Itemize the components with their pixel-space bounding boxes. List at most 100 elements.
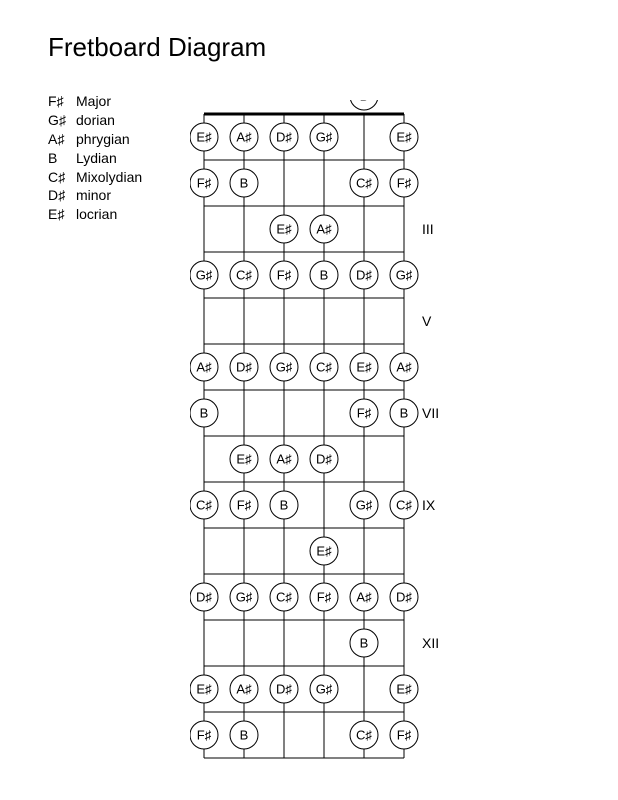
note-label: A♯ <box>236 130 251 145</box>
note-label: E♯ <box>196 130 211 145</box>
legend-root: E♯ <box>48 205 76 224</box>
note-marker: F♯ <box>190 169 218 197</box>
note-marker: E♯ <box>190 123 218 151</box>
note-marker: G♯ <box>310 123 338 151</box>
note-label: G♯ <box>356 498 373 513</box>
note-label: E♯ <box>316 544 331 559</box>
note-marker: F♯ <box>310 583 338 611</box>
note-label: E♯ <box>356 360 371 375</box>
note-marker: B <box>390 399 418 427</box>
note-marker: C♯ <box>270 583 298 611</box>
legend-root: F♯ <box>48 92 76 111</box>
note-label: B <box>320 268 329 283</box>
legend-row: D♯minor <box>48 186 142 205</box>
note-label: C♯ <box>236 268 252 283</box>
note-label: D♯ <box>396 590 412 605</box>
note-marker: G♯ <box>270 353 298 381</box>
legend-mode: Major <box>76 92 111 111</box>
note-label: F♯ <box>197 176 211 191</box>
note-label: D♯ <box>276 682 292 697</box>
note-marker: C♯ <box>350 721 378 749</box>
legend-row: BLydian <box>48 149 142 168</box>
note-label: A♯ <box>356 590 371 605</box>
note-label: G♯ <box>396 268 413 283</box>
note-label: B <box>240 728 249 743</box>
legend-root: B <box>48 149 76 168</box>
note-marker: F♯ <box>390 169 418 197</box>
legend-row: E♯locrian <box>48 205 142 224</box>
fret-position-label: IX <box>422 497 436 513</box>
note-marker: E♯ <box>230 445 258 473</box>
note-marker: B <box>310 261 338 289</box>
legend-mode: Lydian <box>76 149 117 168</box>
note-marker: E♯ <box>350 353 378 381</box>
note-label: C♯ <box>276 590 292 605</box>
note-label: D♯ <box>316 452 332 467</box>
note-label: D♯ <box>356 268 372 283</box>
note-label: G♯ <box>196 268 213 283</box>
legend-row: F♯Major <box>48 92 142 111</box>
note-label: F♯ <box>317 590 331 605</box>
fretboard-diagram: IIIVVIIIXXIIBE♯A♯D♯G♯E♯F♯BC♯F♯E♯A♯G♯C♯F♯… <box>190 100 468 795</box>
note-marker: E♯ <box>390 123 418 151</box>
note-marker: B <box>350 100 378 110</box>
page: Fretboard Diagram F♯MajorG♯dorianA♯phryg… <box>0 0 618 800</box>
note-marker: C♯ <box>390 491 418 519</box>
note-marker: B <box>350 629 378 657</box>
note-label: C♯ <box>356 728 372 743</box>
note-label: C♯ <box>316 360 332 375</box>
note-marker: B <box>230 721 258 749</box>
legend-root: A♯ <box>48 130 76 149</box>
note-label: A♯ <box>276 452 291 467</box>
note-marker: A♯ <box>270 445 298 473</box>
legend-row: A♯phrygian <box>48 130 142 149</box>
note-marker: G♯ <box>350 491 378 519</box>
note-label: B <box>360 636 369 651</box>
note-marker: G♯ <box>230 583 258 611</box>
note-label: G♯ <box>316 130 333 145</box>
note-label: E♯ <box>236 452 251 467</box>
note-marker: A♯ <box>230 123 258 151</box>
note-label: E♯ <box>276 222 291 237</box>
note-label: G♯ <box>316 682 333 697</box>
note-marker: A♯ <box>190 353 218 381</box>
note-label: F♯ <box>397 176 411 191</box>
fret-position-label: V <box>422 313 432 329</box>
note-marker: E♯ <box>270 215 298 243</box>
note-marker: E♯ <box>390 675 418 703</box>
note-marker: F♯ <box>390 721 418 749</box>
legend-row: C♯Mixolydian <box>48 168 142 187</box>
note-marker: F♯ <box>190 721 218 749</box>
legend-root: D♯ <box>48 186 76 205</box>
note-marker: A♯ <box>310 215 338 243</box>
note-label: F♯ <box>397 728 411 743</box>
page-title: Fretboard Diagram <box>48 32 266 63</box>
note-label: D♯ <box>276 130 292 145</box>
note-label: B <box>240 176 249 191</box>
note-label: F♯ <box>357 406 371 421</box>
note-marker: A♯ <box>390 353 418 381</box>
note-label: C♯ <box>396 498 412 513</box>
note-label: C♯ <box>196 498 212 513</box>
note-label: B <box>200 406 209 421</box>
note-marker: C♯ <box>190 491 218 519</box>
note-marker: D♯ <box>350 261 378 289</box>
note-label: A♯ <box>196 360 211 375</box>
note-label: B <box>400 406 409 421</box>
note-marker: C♯ <box>350 169 378 197</box>
legend-mode: minor <box>76 186 111 205</box>
note-marker: A♯ <box>230 675 258 703</box>
note-label: G♯ <box>276 360 293 375</box>
note-marker: F♯ <box>270 261 298 289</box>
note-marker: D♯ <box>390 583 418 611</box>
note-label: E♯ <box>396 682 411 697</box>
note-marker: A♯ <box>350 583 378 611</box>
note-marker: D♯ <box>190 583 218 611</box>
note-label: A♯ <box>396 360 411 375</box>
legend-root: C♯ <box>48 168 76 187</box>
note-marker: E♯ <box>310 537 338 565</box>
note-label: B <box>360 100 369 104</box>
legend-root: G♯ <box>48 111 76 130</box>
note-marker: D♯ <box>270 675 298 703</box>
note-marker: C♯ <box>230 261 258 289</box>
